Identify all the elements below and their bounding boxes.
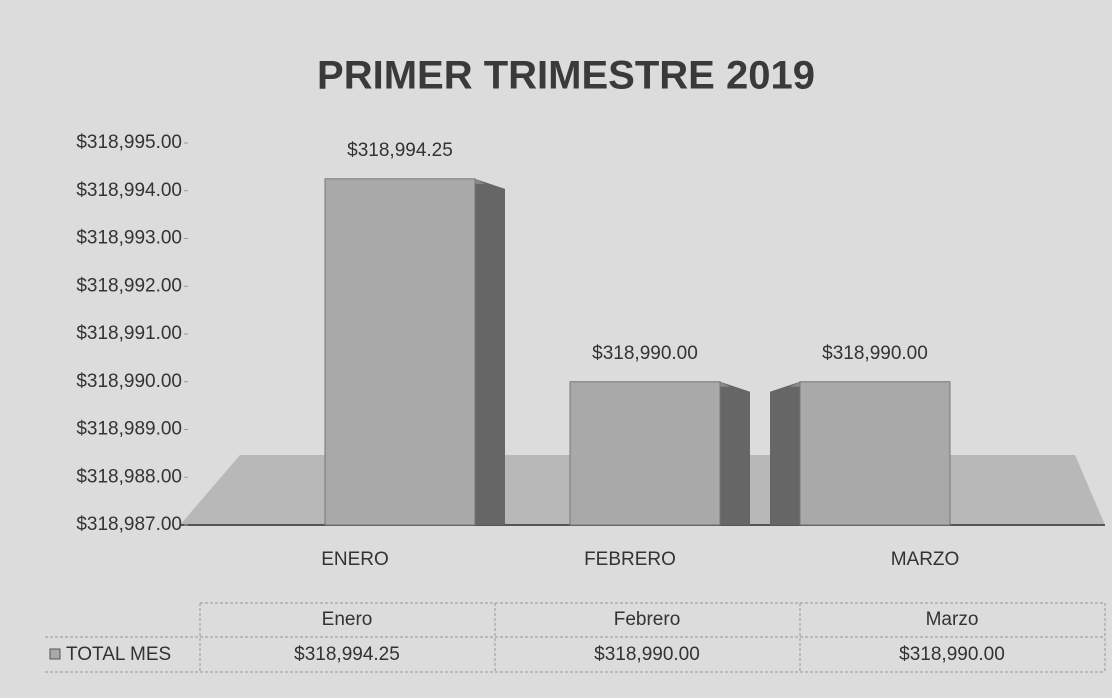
y-tick-label: $318,995.00 (76, 132, 182, 153)
bar-side (770, 381, 800, 525)
x-tick-label: FEBRERO (584, 549, 676, 570)
bar (799, 381, 951, 526)
data-label: $318,990.00 (822, 343, 928, 364)
table-cell: $318,990.00 (594, 644, 700, 665)
table-column-header: Enero (322, 609, 373, 630)
table-cell: $318,990.00 (899, 644, 1005, 665)
y-tick-label: $318,989.00 (76, 419, 182, 440)
table-row-label: TOTAL MES (66, 644, 171, 665)
y-tick-label: $318,994.00 (76, 180, 182, 201)
legend-key (49, 648, 61, 660)
bar (324, 178, 476, 526)
x-tick-label: ENERO (321, 549, 389, 570)
data-label: $318,994.25 (347, 140, 453, 161)
y-tick-label: $318,990.00 (76, 371, 182, 392)
bar (569, 381, 721, 526)
bar-side (720, 381, 750, 525)
x-tick-label: MARZO (891, 549, 960, 570)
table-cell: $318,994.25 (294, 644, 400, 665)
bar-side (475, 178, 505, 525)
y-tick-label: $318,992.00 (76, 275, 182, 296)
data-label: $318,990.00 (592, 343, 698, 364)
y-tick-label: $318,987.00 (76, 514, 182, 535)
y-tick-label: $318,993.00 (76, 228, 182, 249)
chart-title: PRIMER TRIMESTRE 2019 (317, 54, 815, 98)
y-tick-label: $318,991.00 (76, 323, 182, 344)
data-table: TOTAL MES (45, 602, 1106, 673)
y-tick-label: $318,988.00 (76, 466, 182, 487)
table-column-header: Febrero (614, 609, 681, 630)
table-column-header: Marzo (926, 609, 979, 630)
